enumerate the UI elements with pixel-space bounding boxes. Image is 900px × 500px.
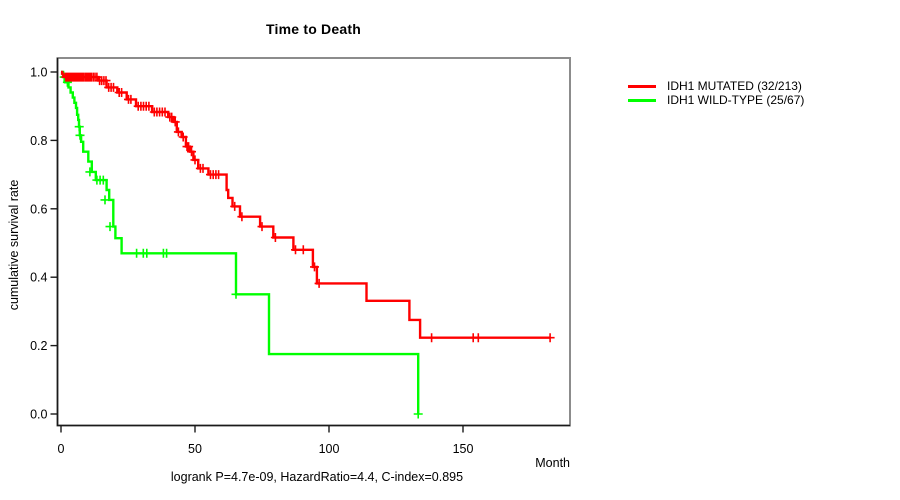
x-axis-tick-label: 150 [453,442,474,456]
x-axis-tick-label: 50 [188,442,202,456]
legend-item-mutated: IDH1 MUTATED (32/213) [628,79,804,94]
legend-label-mutated: IDH1 MUTATED (32/213) [667,79,802,93]
x-axis-tick-label: 100 [319,442,340,456]
x-axis-tick-label: 0 [58,442,65,456]
censor-marks-wildtype [59,72,423,419]
censor-marks-mutated [61,72,555,343]
survival-curve-wildtype [61,70,420,414]
chart-title: Time to Death [266,21,361,37]
y-axis-tick-label: 0.6 [30,202,47,216]
y-axis-label: cumulative survival rate [7,179,21,311]
y-axis-tick-label: 0.8 [30,134,47,148]
legend-label-wildtype: IDH1 WILD-TYPE (25/67) [667,92,805,107]
legend-line-swatch-green [628,98,656,102]
y-axis-tick-label: 1.0 [30,66,47,80]
plot-box-border [56,57,571,427]
survival-curve-mutated [60,70,551,339]
axis-lines [56,58,570,427]
y-axis-tick-label: 0.2 [30,339,47,353]
legend-line-swatch-red [628,85,656,89]
y-axis-tick-label: 0.4 [30,271,47,285]
stats-caption: logrank P=4.7e-09, HazardRatio=4.4, C-in… [170,470,464,484]
x-axis-label: Month [535,456,570,470]
legend-item-wildtype: IDH1 WILD-TYPE (25/67) [628,92,805,108]
y-axis-tick-label: 0.0 [30,408,47,422]
legend: IDH1 MUTATED (32/213) IDH1 WILD-TYPE (25… [628,79,805,108]
